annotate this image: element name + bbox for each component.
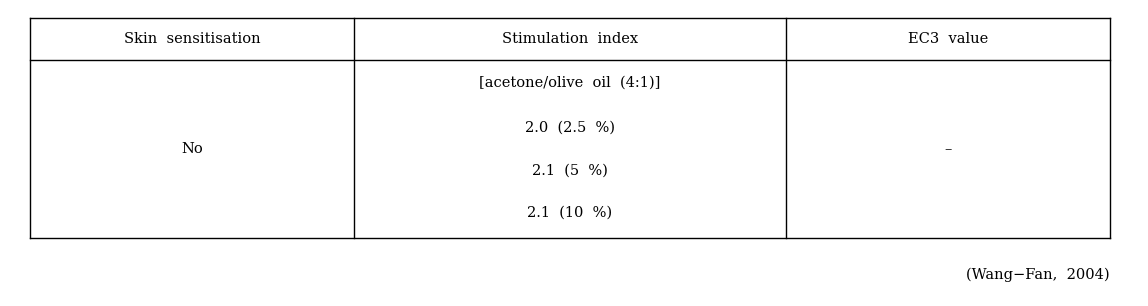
Text: 2.1  (5  %): 2.1 (5 %)	[532, 163, 608, 177]
Text: No: No	[181, 142, 203, 156]
Text: Skin  sensitisation: Skin sensitisation	[124, 32, 261, 46]
Text: (Wang−Fan,  2004): (Wang−Fan, 2004)	[967, 268, 1110, 282]
Text: 2.1  (10  %): 2.1 (10 %)	[527, 206, 613, 220]
Text: [acetone/olive  oil  (4:1)]: [acetone/olive oil (4:1)]	[480, 76, 661, 90]
Text: EC3  value: EC3 value	[908, 32, 988, 46]
Text: Stimulation  index: Stimulation index	[502, 32, 638, 46]
Text: 2.0  (2.5  %): 2.0 (2.5 %)	[525, 121, 615, 135]
Text: –: –	[945, 142, 952, 156]
